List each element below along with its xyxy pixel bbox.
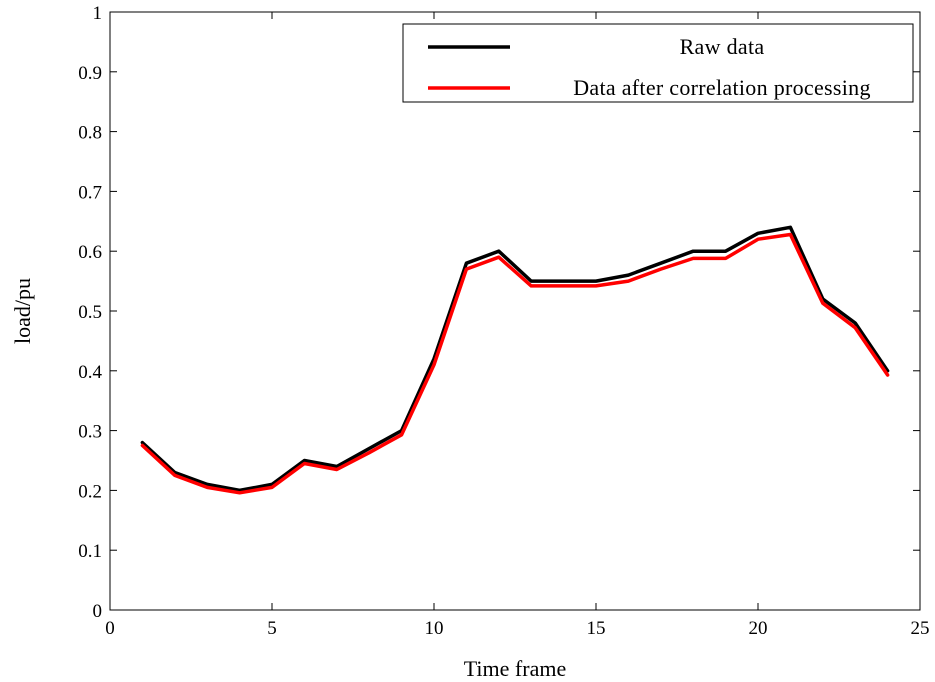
x-tick-label: 5 (267, 618, 277, 639)
legend-entry-correlation-processed: Data after correlation processing (573, 75, 871, 100)
x-tick-label: 25 (911, 618, 930, 639)
y-tick-label: 0.1 (78, 541, 102, 562)
y-tick-label: 0.6 (78, 242, 102, 263)
x-axis-label: Time frame (464, 656, 566, 681)
y-tick-label: 1 (93, 3, 103, 24)
x-tick-label: 20 (749, 618, 768, 639)
y-tick-label: 0.8 (78, 123, 102, 144)
legend-entry-raw-data: Raw data (680, 34, 765, 59)
legend: Raw data Data after correlation processi… (402, 23, 914, 103)
series-line-raw-data (140, 225, 890, 493)
y-axis: 0 0.1 0.2 0.3 0.4 0.5 0.6 0.7 0.8 0.9 1 (78, 3, 920, 622)
series-line-correlation-processed (140, 232, 890, 495)
y-tick-label: 0.2 (78, 481, 102, 502)
y-tick-label: 0.7 (78, 182, 102, 203)
y-tick-label: 0.3 (78, 422, 102, 443)
y-tick-label: 0.5 (78, 302, 102, 323)
x-tick-label: 0 (105, 618, 115, 639)
series-layer (140, 225, 890, 495)
y-tick-label: 0.4 (78, 362, 102, 383)
x-tick-label: 15 (587, 618, 606, 639)
x-tick-label: 10 (425, 618, 444, 639)
x-axis: 0 5 10 15 20 25 (105, 12, 930, 639)
y-axis-label: load/pu (10, 278, 35, 344)
y-tick-label: 0.9 (78, 63, 102, 84)
y-tick-label: 0 (93, 601, 103, 622)
